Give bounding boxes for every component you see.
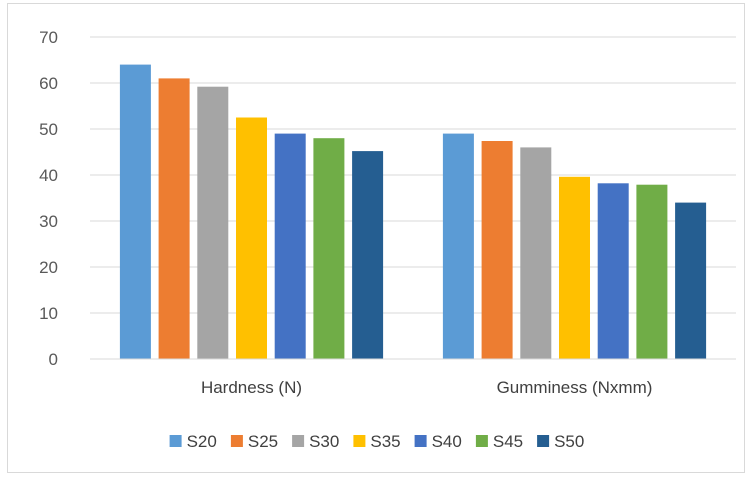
legend-item-s30: S30 <box>292 432 339 451</box>
bar-s25-hardness <box>158 78 190 360</box>
bar-s50-hardness <box>352 151 384 359</box>
legend-label-s45: S45 <box>493 432 523 451</box>
bar-s45-hardness <box>313 138 345 359</box>
bar-s40-hardness <box>274 133 306 359</box>
bar-s35-hardness <box>236 117 267 359</box>
bar-s20-gumminess <box>442 133 474 359</box>
legend-item-s45: S45 <box>475 432 523 451</box>
y-tick-label-10: 10 <box>39 304 58 323</box>
x-category-label-0: Hardness (N) <box>201 378 302 397</box>
bar-s35-gumminess <box>559 176 590 359</box>
y-tick-label-40: 40 <box>39 166 58 185</box>
bar-s45-gumminess <box>636 184 668 359</box>
bar-s30-gumminess <box>520 147 552 359</box>
legend-label-s30: S30 <box>309 432 339 451</box>
legend-item-s20: S20 <box>169 432 217 451</box>
bar-s25-gumminess <box>481 141 513 359</box>
bar-s50-gumminess <box>675 202 707 359</box>
y-tick-label-20: 20 <box>39 258 58 277</box>
legend-item-s35: S35 <box>353 432 401 451</box>
y-tick-label-60: 60 <box>39 74 58 93</box>
legend-swatch-s40 <box>414 435 427 447</box>
bar-s30-hardness <box>197 86 229 359</box>
bar-chart: 0 10 20 30 40 50 60 70 Hardness (N) Gumminess (N… <box>39 28 736 451</box>
x-category-label-1: Gumminess (Nxmm) <box>497 378 653 397</box>
legend-label-s50: S50 <box>554 432 584 451</box>
bars <box>119 64 707 360</box>
y-axis-ticks: 0 10 20 30 40 50 60 70 <box>39 28 58 369</box>
y-tick-label-70: 70 <box>39 28 58 47</box>
legend-label-s35: S35 <box>370 432 400 451</box>
bar-s20-hardness <box>119 64 151 359</box>
legend-label-s25: S25 <box>248 432 278 451</box>
legend-swatch-s45 <box>475 435 488 447</box>
y-tick-label-0: 0 <box>49 350 58 369</box>
chart-frame: 0 10 20 30 40 50 60 70 Hardness (N) Gumminess (N… <box>7 3 745 473</box>
legend-item-s50: S50 <box>537 432 584 451</box>
legend-label-s20: S20 <box>187 432 217 451</box>
legend-label-s40: S40 <box>432 432 462 451</box>
y-tick-label-50: 50 <box>39 120 58 139</box>
legend-item-s40: S40 <box>414 432 462 451</box>
y-tick-label-30: 30 <box>39 212 58 231</box>
legend-swatch-s25 <box>230 435 243 447</box>
x-axis-categories: Hardness (N) Gumminess (Nxmm) <box>201 378 652 397</box>
legend-item-s25: S25 <box>230 432 278 451</box>
legend-swatch-s50 <box>537 435 550 447</box>
legend-swatch-s30 <box>292 435 305 447</box>
legend: S20 S25 S30 S35 S40 S45 S50 <box>169 432 584 451</box>
legend-swatch-s20 <box>169 435 182 447</box>
legend-swatch-s35 <box>353 435 366 447</box>
bar-s40-gumminess <box>597 183 629 359</box>
